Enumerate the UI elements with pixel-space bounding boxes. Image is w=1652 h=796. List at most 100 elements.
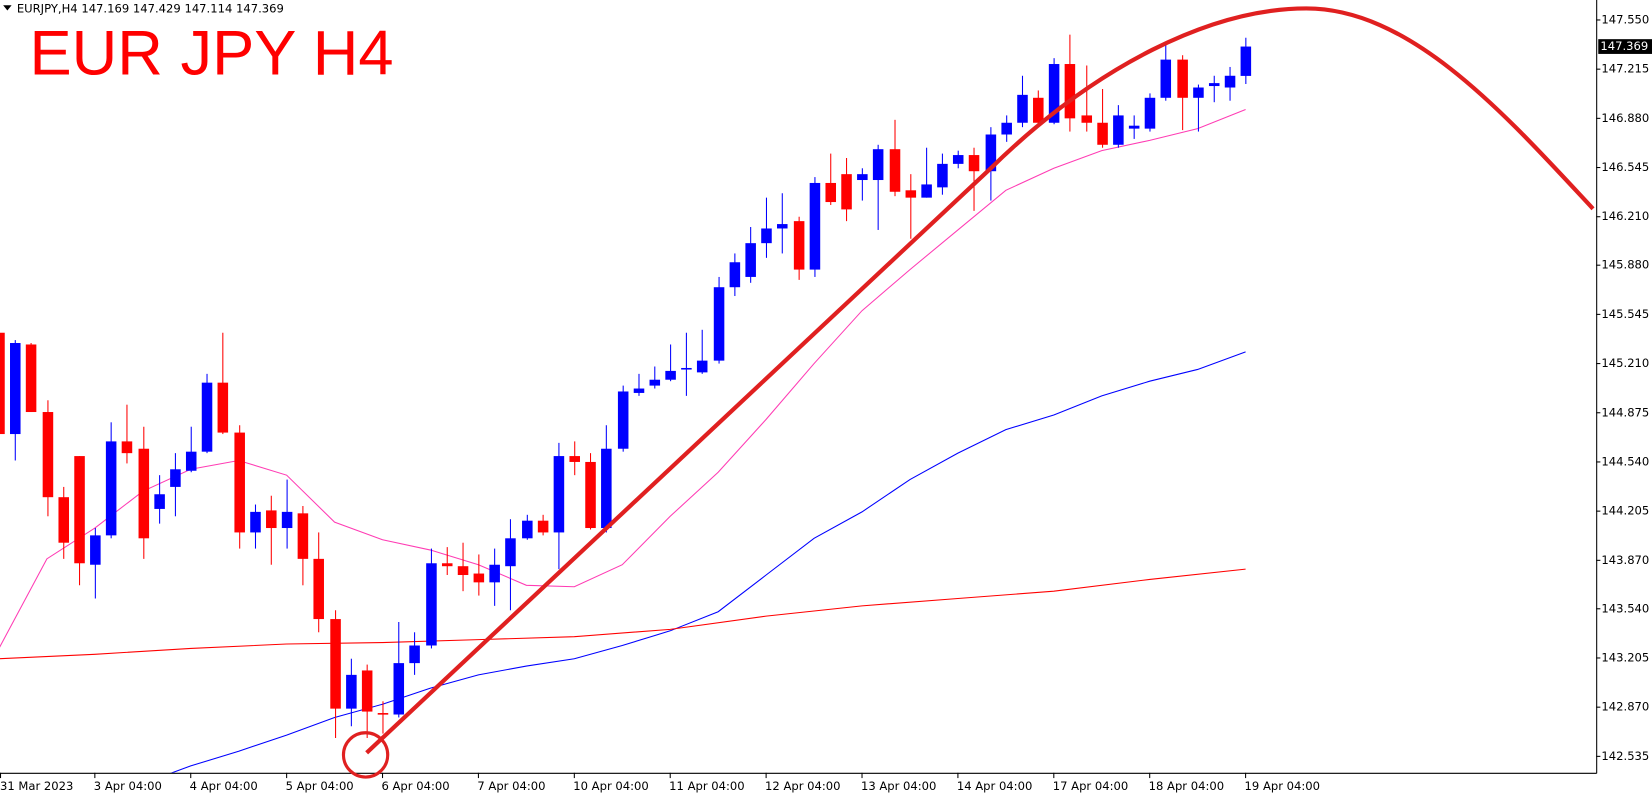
candle-body (729, 262, 741, 288)
candle-body (1048, 64, 1060, 123)
candle-body (330, 619, 341, 709)
candle-body (1160, 59, 1172, 98)
moving-average-line (0, 568, 1246, 660)
candle-body (937, 163, 948, 188)
candle-body (361, 670, 373, 712)
y-tick-label: 147.215 (1601, 62, 1649, 76)
candle-body (25, 344, 37, 413)
x-tick-label: 4 Apr 04:00 (190, 779, 258, 793)
candle-body (713, 287, 725, 361)
symbol: EURJPY,H4 (17, 1, 78, 15)
candle-body (281, 511, 293, 529)
candle-body (665, 370, 676, 380)
candle-body (1193, 87, 1204, 98)
x-tick-label: 14 Apr 04:00 (957, 779, 1032, 793)
symbol-menu-arrow[interactable] (3, 5, 12, 11)
candle-body (473, 573, 485, 583)
moving-average-line (170, 351, 1246, 773)
candle-body (537, 520, 549, 533)
x-tick-label: 13 Apr 04:00 (861, 779, 936, 793)
y-tick-label: 145.545 (1601, 307, 1649, 321)
candle-body (793, 221, 805, 270)
x-tick-label: 3 Apr 04:00 (94, 779, 162, 793)
candle-body (1033, 97, 1044, 123)
candle-body (952, 155, 964, 164)
candle-body (1097, 122, 1108, 145)
candle-body (522, 520, 533, 539)
candle-body (346, 674, 357, 709)
y-tick-label: 144.875 (1601, 405, 1649, 419)
candle-body (393, 663, 405, 715)
candle-body (457, 566, 469, 576)
candle-body (297, 513, 309, 559)
candle-body (617, 391, 629, 449)
y-tick-label: 144.540 (1601, 454, 1649, 468)
candle-body (313, 558, 324, 620)
candle-body (201, 382, 213, 452)
candle-body (217, 382, 229, 433)
candle-body (1240, 46, 1252, 76)
candle-body (681, 367, 692, 370)
candle-body (441, 563, 453, 567)
candle-body (90, 535, 101, 565)
candle-body (266, 510, 277, 529)
candle-body (1017, 94, 1028, 123)
header: EURJPY,H4 147.169 147.429 147.114 147.36… (17, 1, 284, 15)
chart-title: EUR JPY H4 (30, 19, 394, 89)
candle-body (968, 155, 980, 172)
candle-body (121, 441, 133, 454)
header-open: 147.169 (81, 1, 129, 15)
candle-body (409, 645, 420, 664)
y-tick-label: 147.550 (1601, 12, 1649, 26)
candle-body (649, 379, 661, 386)
x-tick-label: 11 Apr 04:00 (669, 779, 744, 793)
x-tick-label: 17 Apr 04:00 (1053, 779, 1128, 793)
x-tick-label: 7 Apr 04:00 (477, 779, 545, 793)
candle-body (10, 343, 21, 435)
candle-body (601, 448, 612, 529)
candle-body (809, 182, 821, 270)
candle-body (841, 174, 852, 210)
candle-body (377, 713, 389, 715)
current-price-label: 147.369 (1600, 39, 1648, 53)
y-tick-label: 145.210 (1601, 356, 1649, 370)
candle-body (857, 174, 868, 181)
candle-body (250, 511, 261, 533)
y-tick-label: 146.880 (1601, 111, 1649, 125)
candle-body (985, 134, 997, 172)
x-tick-label: 31 Mar 2023 (0, 779, 73, 793)
low-annotation-circle (341, 731, 390, 779)
y-tick-label: 146.545 (1601, 160, 1649, 174)
y-tick-label: 145.880 (1601, 258, 1649, 272)
candle-body (1064, 64, 1076, 119)
candle-body (889, 149, 901, 192)
header-high: 147.429 (133, 1, 181, 15)
candle-body (185, 451, 197, 471)
candle-body (0, 332, 5, 435)
candle-body (777, 224, 788, 229)
candle-body (761, 228, 772, 244)
x-tick-label: 5 Apr 04:00 (286, 779, 354, 793)
candle-body (42, 412, 54, 498)
x-tick-label: 12 Apr 04:00 (765, 779, 840, 793)
candle-body (553, 456, 565, 533)
candle-body (170, 469, 181, 487)
candle-body (105, 441, 117, 536)
candle-body (1144, 97, 1156, 129)
header-low: 147.114 (184, 1, 232, 15)
candle-body (633, 388, 645, 393)
y-tick-label: 143.540 (1601, 601, 1649, 615)
x-tick-label: 10 Apr 04:00 (573, 779, 648, 793)
header-close: 147.369 (236, 1, 284, 15)
candle-body (905, 190, 917, 198)
y-tick-label: 143.205 (1601, 650, 1649, 664)
x-tick-label: 19 Apr 04:00 (1245, 779, 1320, 793)
candle-body (426, 563, 437, 646)
candle-body (234, 432, 245, 533)
current-price-box (1598, 39, 1652, 54)
candle-body (154, 494, 165, 509)
axes: 147.550 147.215 146.880 146.545 146.210 145.8… (0, 12, 1652, 793)
